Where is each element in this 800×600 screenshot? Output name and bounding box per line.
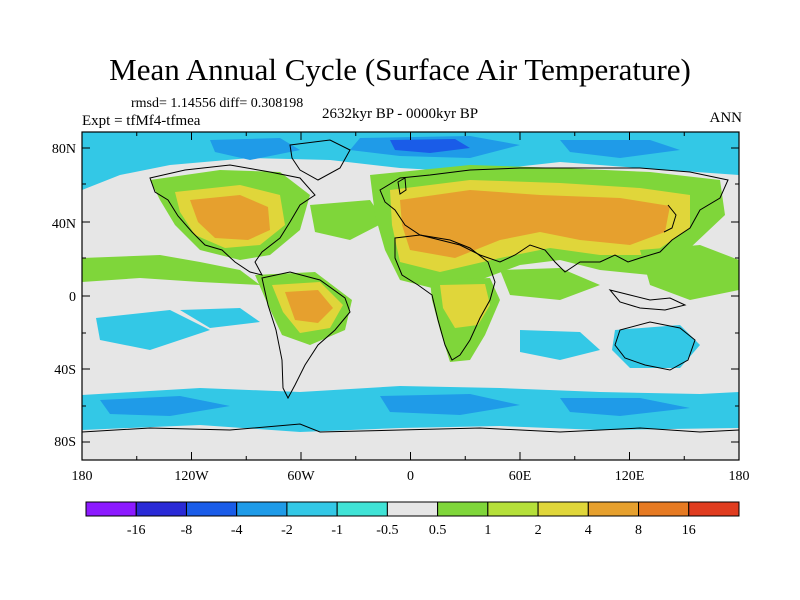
coast-north-america <box>149 164 316 276</box>
eurasia-warmest <box>400 190 670 258</box>
y-tick-label: 0 <box>69 290 76 305</box>
coast-japan <box>663 204 677 233</box>
australia-cool <box>612 325 700 368</box>
colorbar-swatch <box>135 501 187 517</box>
colorbar-swatch <box>336 501 388 517</box>
southern-ocean-cooler-3 <box>560 398 690 416</box>
colorbar: -16 -8 -4 -2 -1 -0.5 0.5 1 2 4 8 16 <box>85 501 740 538</box>
coast-uk <box>397 177 407 195</box>
coast-greenland <box>289 139 351 181</box>
colorbar-swatch <box>638 501 690 517</box>
y-tick-label: 40S <box>54 363 76 378</box>
y-tick-label: 40N <box>52 217 76 232</box>
coast-south-america <box>261 271 351 400</box>
colorbar-swatch <box>587 501 640 517</box>
x-tick-label: 120E <box>615 469 645 484</box>
x-tick-label: 0 <box>407 469 414 484</box>
indian-ocean-warm <box>500 268 600 300</box>
north-america-warmest <box>190 195 270 240</box>
x-tick-label: 180 <box>729 469 750 484</box>
central-pacific-cool <box>180 308 260 328</box>
colorbar-label: 16 <box>682 523 696 538</box>
west-pacific-warm <box>640 245 739 300</box>
y-tick-label: 80N <box>52 142 76 157</box>
x-tick-label: 60W <box>287 469 315 484</box>
colorbar-label: 8 <box>635 523 642 538</box>
colorbar-label: -16 <box>127 523 146 538</box>
colorbar-swatch <box>386 501 439 517</box>
temperature-field <box>82 132 739 460</box>
experiment-label: Expt = tfMf4-tfmea <box>82 113 201 129</box>
colorbar-swatch <box>286 501 338 517</box>
season-label: ANN <box>709 110 743 126</box>
coast-antarctica <box>82 423 739 433</box>
colorbar-label: -2 <box>281 523 293 538</box>
pacific-warm-band <box>82 255 260 285</box>
axis-ticks <box>81 132 740 460</box>
siberia-cold <box>560 140 680 158</box>
stats-text: rmsd= 1.14556 diff= 0.308198 <box>131 96 304 111</box>
x-tick-label: 180 <box>72 469 93 484</box>
colorbar-swatch <box>437 501 489 517</box>
colorbar-swatch <box>688 501 740 517</box>
coast-africa <box>394 234 496 361</box>
arctic-cold-west <box>210 138 300 160</box>
colorbar-label: -8 <box>181 523 193 538</box>
colorbar-label: 1 <box>484 523 491 538</box>
plot-title: Mean Annual Cycle (Surface Air Temperatu… <box>109 52 691 87</box>
colorbar-label: 2 <box>535 523 542 538</box>
tick-labels: 180 120W 60W 0 60E 120E 180 80N 40N 0 40… <box>52 142 750 484</box>
x-tick-label: 60E <box>509 469 532 484</box>
africa-warmer <box>440 284 490 328</box>
coastlines <box>82 139 739 433</box>
colorbar-swatch <box>537 501 589 517</box>
colorbar-swatch <box>185 501 238 517</box>
period-label: 2632kyr BP - 0000kyr BP <box>322 106 479 122</box>
southern-ocean-cooler <box>100 396 230 416</box>
arctic-cold-deep <box>390 139 470 153</box>
atlantic-warm-patch <box>310 200 385 240</box>
south-america-warmest <box>285 290 333 323</box>
colorbar-swatch <box>487 501 539 517</box>
colorbar-label: -1 <box>331 523 343 538</box>
coast-europe-asia <box>379 167 729 273</box>
south-indian-cool <box>520 330 600 360</box>
colorbar-swatch <box>85 501 137 517</box>
x-tick-label: 120W <box>174 469 209 484</box>
pacific-southwest-cool <box>96 310 210 350</box>
coast-australia <box>614 321 696 371</box>
colorbar-swatch <box>236 501 288 517</box>
colorbar-label: 0.5 <box>429 523 447 538</box>
colorbar-label: -0.5 <box>376 523 398 538</box>
coast-indonesia <box>608 289 687 311</box>
southern-ocean-cooler-2 <box>380 394 520 415</box>
antarctica-neutral <box>82 425 739 460</box>
colorbar-label: 4 <box>585 523 592 538</box>
colorbar-label: -4 <box>231 523 243 538</box>
y-tick-label: 80S <box>54 435 76 450</box>
